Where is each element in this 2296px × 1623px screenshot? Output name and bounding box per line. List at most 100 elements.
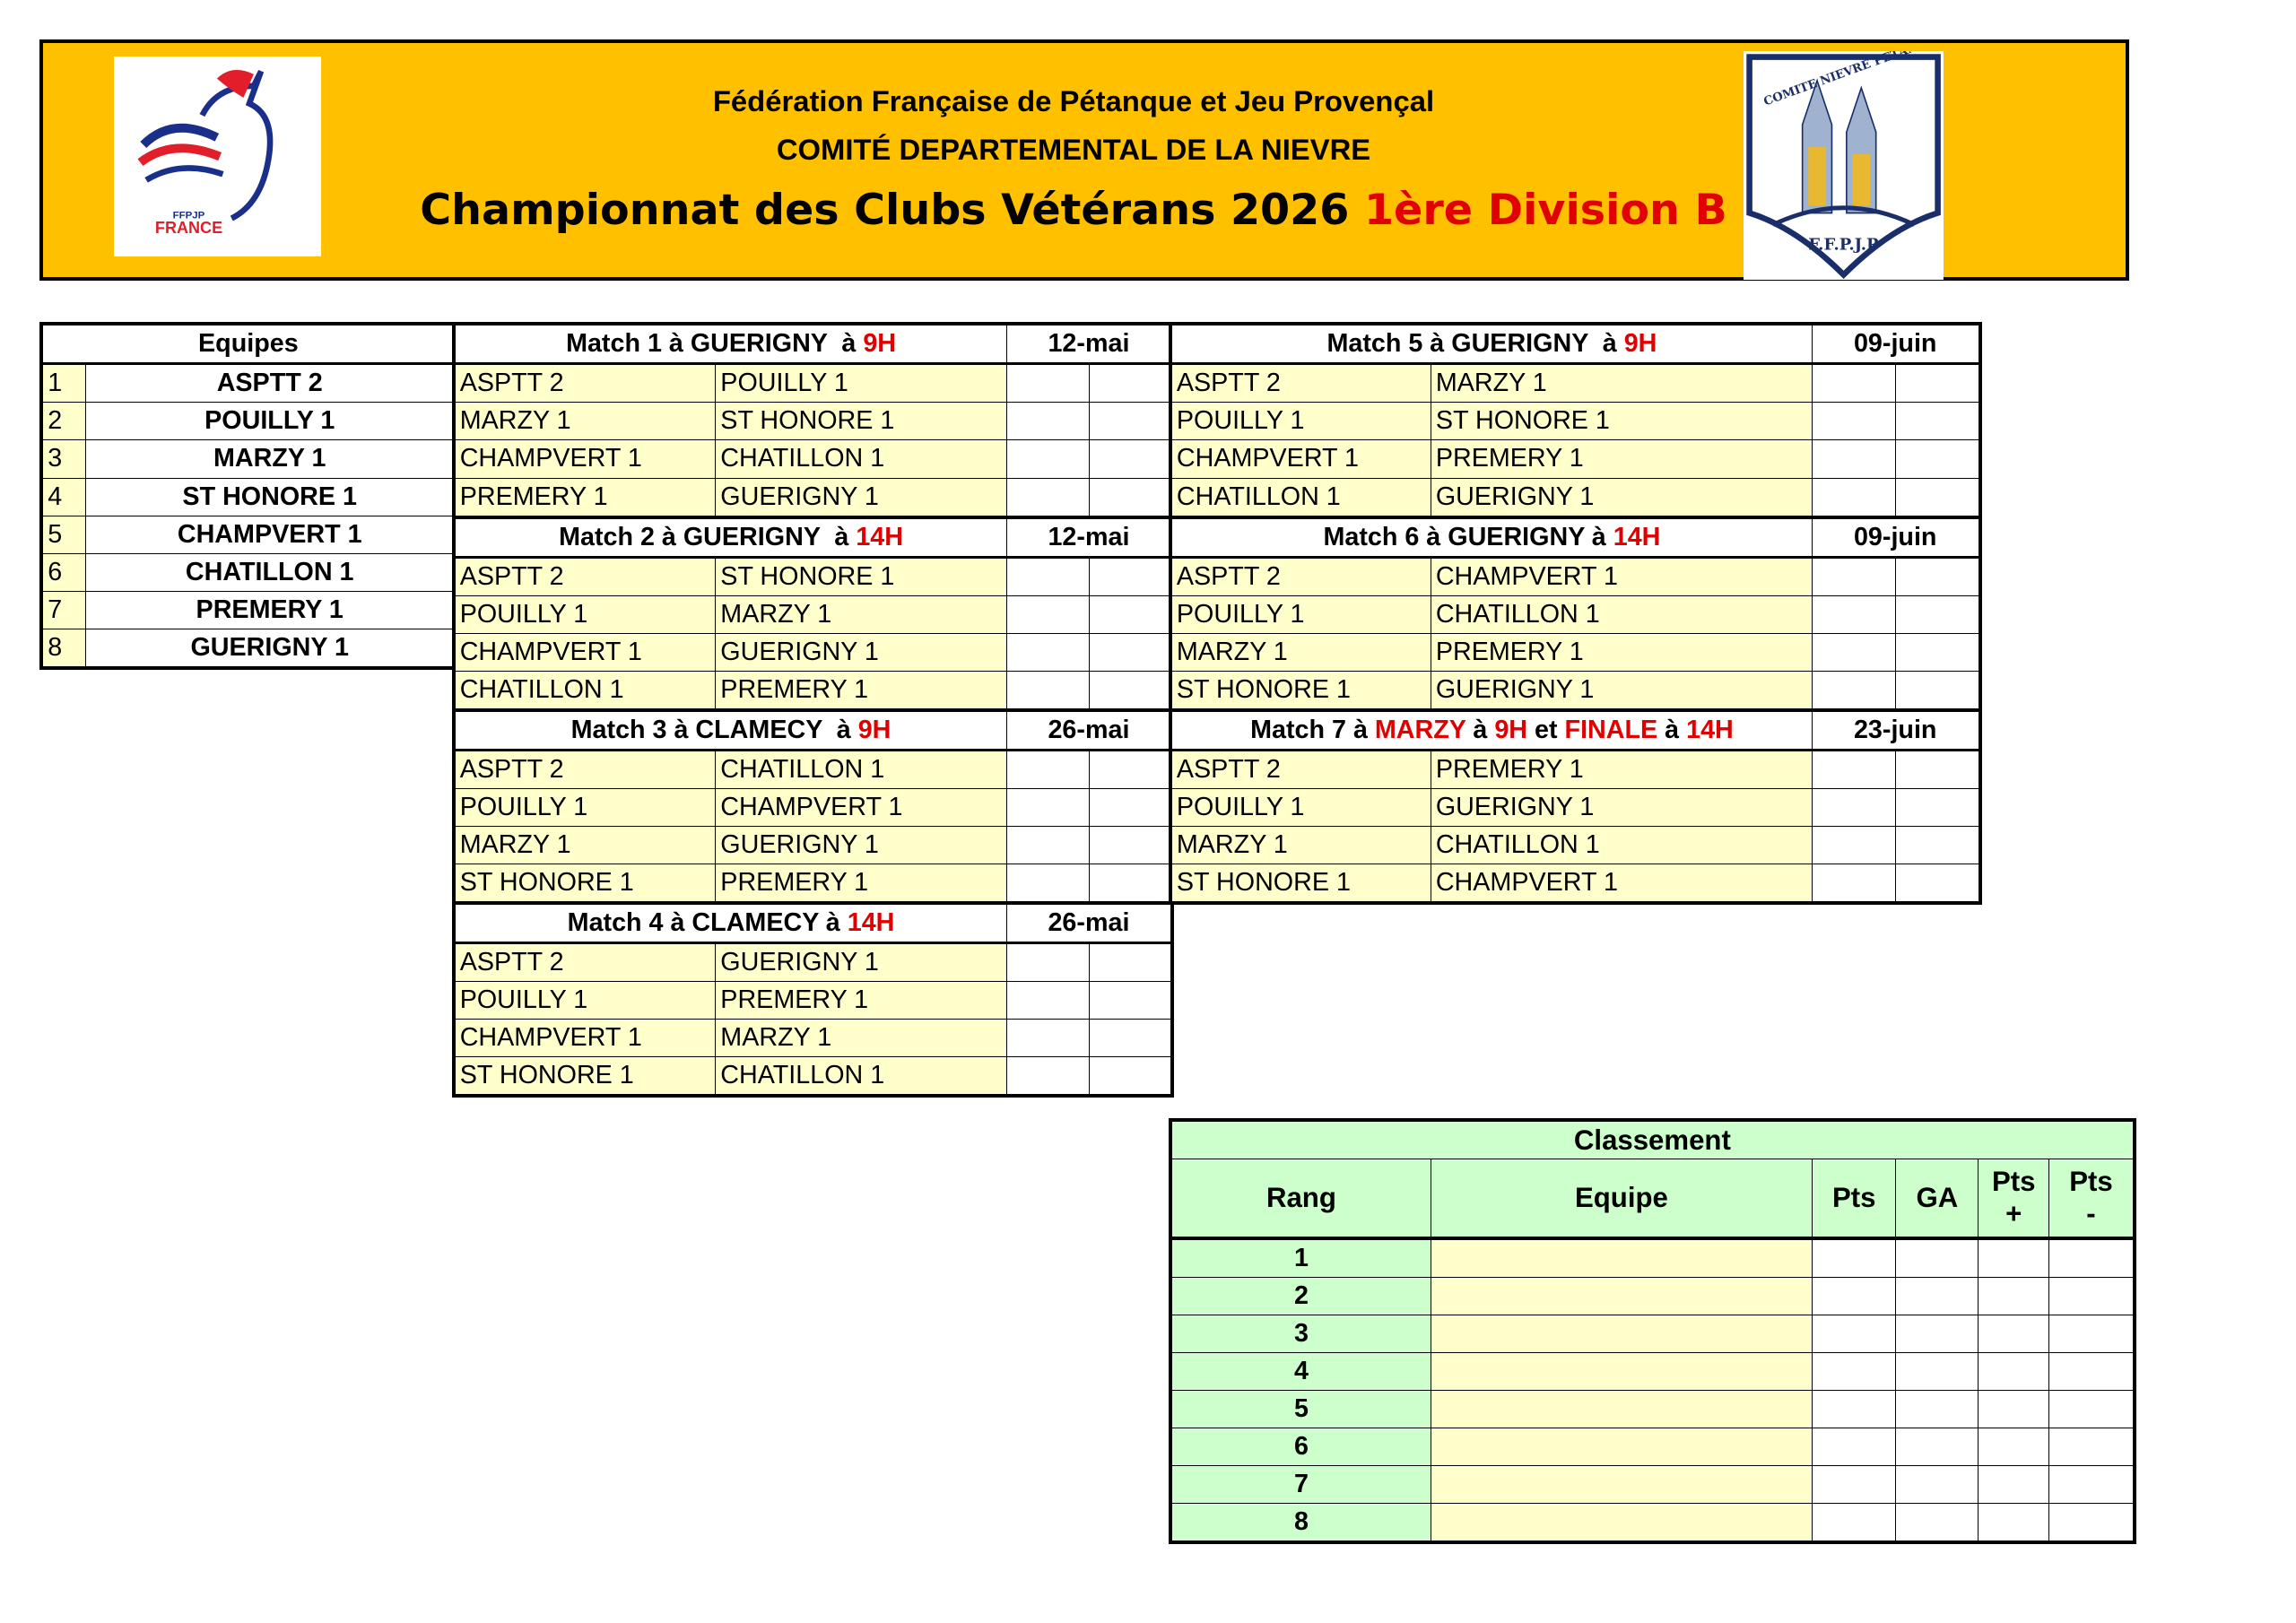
home-score-cell[interactable] xyxy=(1811,477,1897,518)
pts-cell[interactable] xyxy=(1811,1276,1897,1315)
ga-cell[interactable] xyxy=(1895,1237,1979,1278)
home-score-cell[interactable] xyxy=(1811,402,1897,441)
home-score-cell[interactable] xyxy=(1811,749,1897,789)
home-score-cell[interactable] xyxy=(1006,749,1091,789)
pts-plus-cell[interactable] xyxy=(1978,1276,2050,1315)
home-score-cell[interactable] xyxy=(1006,863,1091,904)
away-score-cell[interactable] xyxy=(1089,1055,1173,1097)
pts-plus-cell[interactable] xyxy=(1978,1389,2050,1428)
rank-team-cell[interactable] xyxy=(1430,1351,1813,1391)
home-score-cell[interactable] xyxy=(1006,402,1091,441)
home-score-cell[interactable] xyxy=(1006,980,1091,1020)
pts-minus-cell[interactable] xyxy=(2048,1351,2135,1391)
pts-plus-cell[interactable] xyxy=(1978,1314,2050,1353)
game-row: POUILLY 1 GUERIGNY 1 xyxy=(1170,787,1981,827)
away-score-cell[interactable] xyxy=(1089,595,1173,634)
home-score-cell[interactable] xyxy=(1006,439,1091,479)
home-score-cell[interactable] xyxy=(1006,632,1091,672)
away-score-cell[interactable] xyxy=(1895,477,1981,518)
home-score-cell[interactable] xyxy=(1811,556,1897,596)
away-score-cell[interactable] xyxy=(1895,670,1981,711)
ga-cell[interactable] xyxy=(1895,1276,1979,1315)
ga-cell[interactable] xyxy=(1895,1502,1979,1543)
rank-team-cell[interactable] xyxy=(1430,1502,1813,1543)
home-score-cell[interactable] xyxy=(1006,477,1091,518)
home-score-cell[interactable] xyxy=(1006,942,1091,982)
away-score-cell[interactable] xyxy=(1089,980,1173,1020)
pts-cell[interactable] xyxy=(1811,1464,1897,1504)
away-score-cell[interactable] xyxy=(1089,863,1173,904)
pts-cell[interactable] xyxy=(1811,1314,1897,1353)
home-score-cell[interactable] xyxy=(1006,1055,1091,1097)
away-score-cell[interactable] xyxy=(1895,439,1981,479)
pts-minus-cell[interactable] xyxy=(2048,1427,2135,1466)
home-score-cell[interactable] xyxy=(1811,632,1897,672)
rank-team-cell[interactable] xyxy=(1430,1464,1813,1504)
away-score-cell[interactable] xyxy=(1089,402,1173,441)
rank-number: 4 xyxy=(1170,1351,1431,1391)
away-score-cell[interactable] xyxy=(1895,749,1981,789)
home-score-cell[interactable] xyxy=(1811,670,1897,711)
home-score-cell[interactable] xyxy=(1811,825,1897,864)
ga-cell[interactable] xyxy=(1895,1464,1979,1504)
away-score-cell[interactable] xyxy=(1895,825,1981,864)
pts-minus-cell[interactable] xyxy=(2048,1237,2135,1278)
away-score-cell[interactable] xyxy=(1089,1018,1173,1057)
away-score-cell[interactable] xyxy=(1895,787,1981,827)
rank-team-cell[interactable] xyxy=(1430,1427,1813,1466)
away-score-cell[interactable] xyxy=(1895,863,1981,904)
pts-minus-cell[interactable] xyxy=(2048,1464,2135,1504)
home-score-cell[interactable] xyxy=(1811,787,1897,827)
away-score-cell[interactable] xyxy=(1089,787,1173,827)
away-score-cell[interactable] xyxy=(1895,402,1981,441)
home-score-cell[interactable] xyxy=(1006,363,1091,404)
pts-minus-cell[interactable] xyxy=(2048,1276,2135,1315)
home-score-cell[interactable] xyxy=(1811,595,1897,634)
pts-plus-cell[interactable] xyxy=(1978,1464,2050,1504)
pts-minus-cell[interactable] xyxy=(2048,1502,2135,1543)
home-score-cell[interactable] xyxy=(1811,363,1897,404)
ga-cell[interactable] xyxy=(1895,1389,1979,1428)
away-score-cell[interactable] xyxy=(1089,825,1173,864)
pts-plus-cell[interactable] xyxy=(1978,1502,2050,1543)
away-score-cell[interactable] xyxy=(1089,670,1173,711)
home-team: ST HONORE 1 xyxy=(1170,863,1431,904)
away-score-cell[interactable] xyxy=(1895,595,1981,634)
pts-cell[interactable] xyxy=(1811,1427,1897,1466)
rank-team-cell[interactable] xyxy=(1430,1237,1813,1278)
away-score-cell[interactable] xyxy=(1089,439,1173,479)
home-score-cell[interactable] xyxy=(1811,863,1897,904)
away-score-cell[interactable] xyxy=(1089,632,1173,672)
home-score-cell[interactable] xyxy=(1006,670,1091,711)
away-score-cell[interactable] xyxy=(1089,749,1173,789)
home-score-cell[interactable] xyxy=(1006,556,1091,596)
away-score-cell[interactable] xyxy=(1089,556,1173,596)
home-score-cell[interactable] xyxy=(1006,595,1091,634)
home-score-cell[interactable] xyxy=(1006,1018,1091,1057)
away-score-cell[interactable] xyxy=(1895,363,1981,404)
home-score-cell[interactable] xyxy=(1006,787,1091,827)
pts-cell[interactable] xyxy=(1811,1502,1897,1543)
rank-team-cell[interactable] xyxy=(1430,1276,1813,1315)
pts-minus-cell[interactable] xyxy=(2048,1314,2135,1353)
away-score-cell[interactable] xyxy=(1089,363,1173,404)
rank-team-cell[interactable] xyxy=(1430,1314,1813,1353)
home-score-cell[interactable] xyxy=(1006,825,1091,864)
ga-cell[interactable] xyxy=(1895,1351,1979,1391)
rank-team-cell[interactable] xyxy=(1430,1389,1813,1428)
pts-cell[interactable] xyxy=(1811,1237,1897,1278)
away-score-cell[interactable] xyxy=(1895,556,1981,596)
teams-header: Equipes xyxy=(40,322,456,366)
ga-cell[interactable] xyxy=(1895,1427,1979,1466)
pts-cell[interactable] xyxy=(1811,1389,1897,1428)
away-score-cell[interactable] xyxy=(1089,942,1173,982)
away-score-cell[interactable] xyxy=(1089,477,1173,518)
pts-plus-cell[interactable] xyxy=(1978,1237,2050,1278)
pts-plus-cell[interactable] xyxy=(1978,1427,2050,1466)
pts-cell[interactable] xyxy=(1811,1351,1897,1391)
pts-plus-cell[interactable] xyxy=(1978,1351,2050,1391)
ga-cell[interactable] xyxy=(1895,1314,1979,1353)
home-score-cell[interactable] xyxy=(1811,439,1897,479)
pts-minus-cell[interactable] xyxy=(2048,1389,2135,1428)
away-score-cell[interactable] xyxy=(1895,632,1981,672)
